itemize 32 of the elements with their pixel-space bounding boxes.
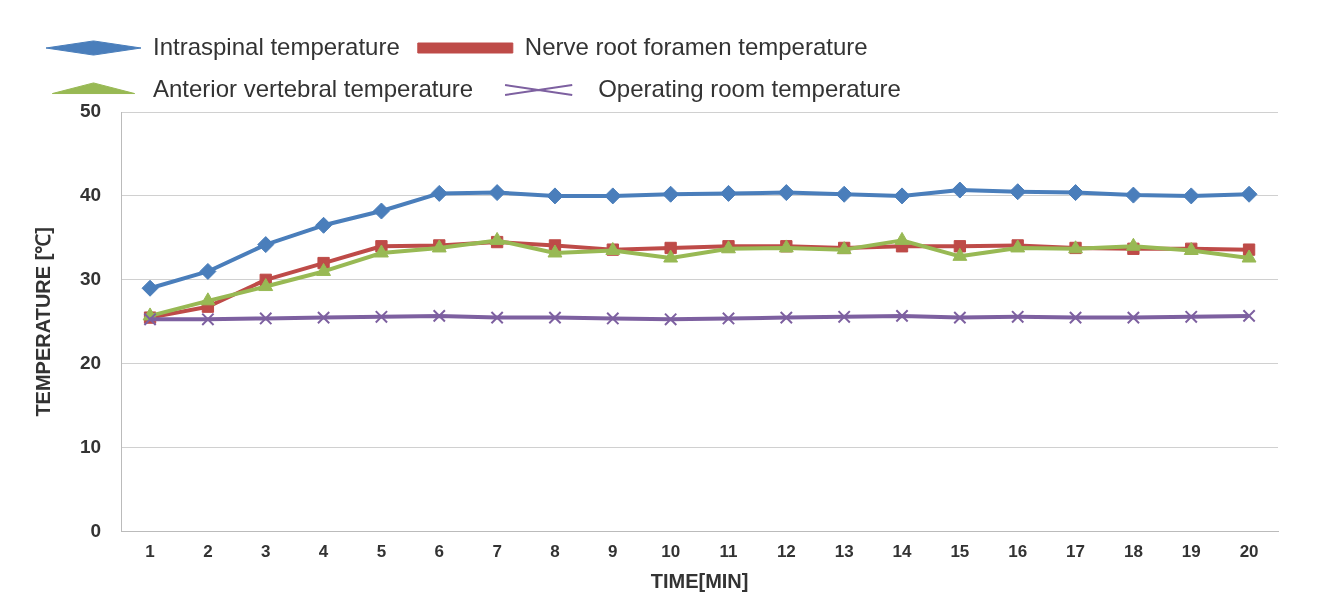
legend-label: Operating room temperature bbox=[598, 74, 901, 102]
y-tick-label: 40 bbox=[79, 184, 102, 206]
legend-label: Intraspinal temperature bbox=[153, 32, 400, 60]
y-tick-label: 30 bbox=[79, 268, 102, 290]
y-tick-label: 0 bbox=[90, 519, 102, 541]
x-tick-label: 6 bbox=[434, 542, 445, 562]
x-tick-label: 14 bbox=[892, 542, 913, 562]
x-tick-label: 19 bbox=[1181, 542, 1201, 562]
x-tick-label: 17 bbox=[1066, 542, 1086, 562]
x-tick-label: 11 bbox=[719, 542, 738, 562]
x-tick-label: 8 bbox=[550, 542, 560, 562]
x-tick-label: 7 bbox=[492, 542, 502, 562]
x-tick-label: 18 bbox=[1123, 542, 1143, 562]
x-tick-label: 1 bbox=[145, 542, 155, 562]
y-tick-label: 50 bbox=[79, 100, 102, 122]
legend-label: Nerve root foramen temperature bbox=[524, 32, 868, 60]
x-tick-label: 15 bbox=[950, 542, 970, 562]
legend-label: Anterior vertebral temperature bbox=[153, 74, 474, 102]
x-tick-label: 13 bbox=[834, 542, 854, 562]
x-tick-label: 12 bbox=[776, 542, 796, 562]
x-tick-label: 10 bbox=[661, 542, 681, 562]
x-tick-label: 4 bbox=[318, 542, 329, 562]
x-tick-label: 9 bbox=[608, 542, 618, 562]
y-tick-label: 20 bbox=[79, 351, 102, 373]
x-tick-label: 3 bbox=[261, 542, 271, 562]
y-tick-label: 10 bbox=[79, 435, 102, 457]
x-tick-label: 20 bbox=[1239, 542, 1259, 562]
x-tick-label: 2 bbox=[203, 542, 213, 562]
x-axis-title: TIME[MIN] bbox=[650, 569, 749, 592]
x-tick-label: 16 bbox=[1008, 542, 1028, 562]
y-axis-title: TEMPERATURE [℃] bbox=[31, 226, 54, 417]
x-tick-label: 5 bbox=[376, 542, 387, 562]
